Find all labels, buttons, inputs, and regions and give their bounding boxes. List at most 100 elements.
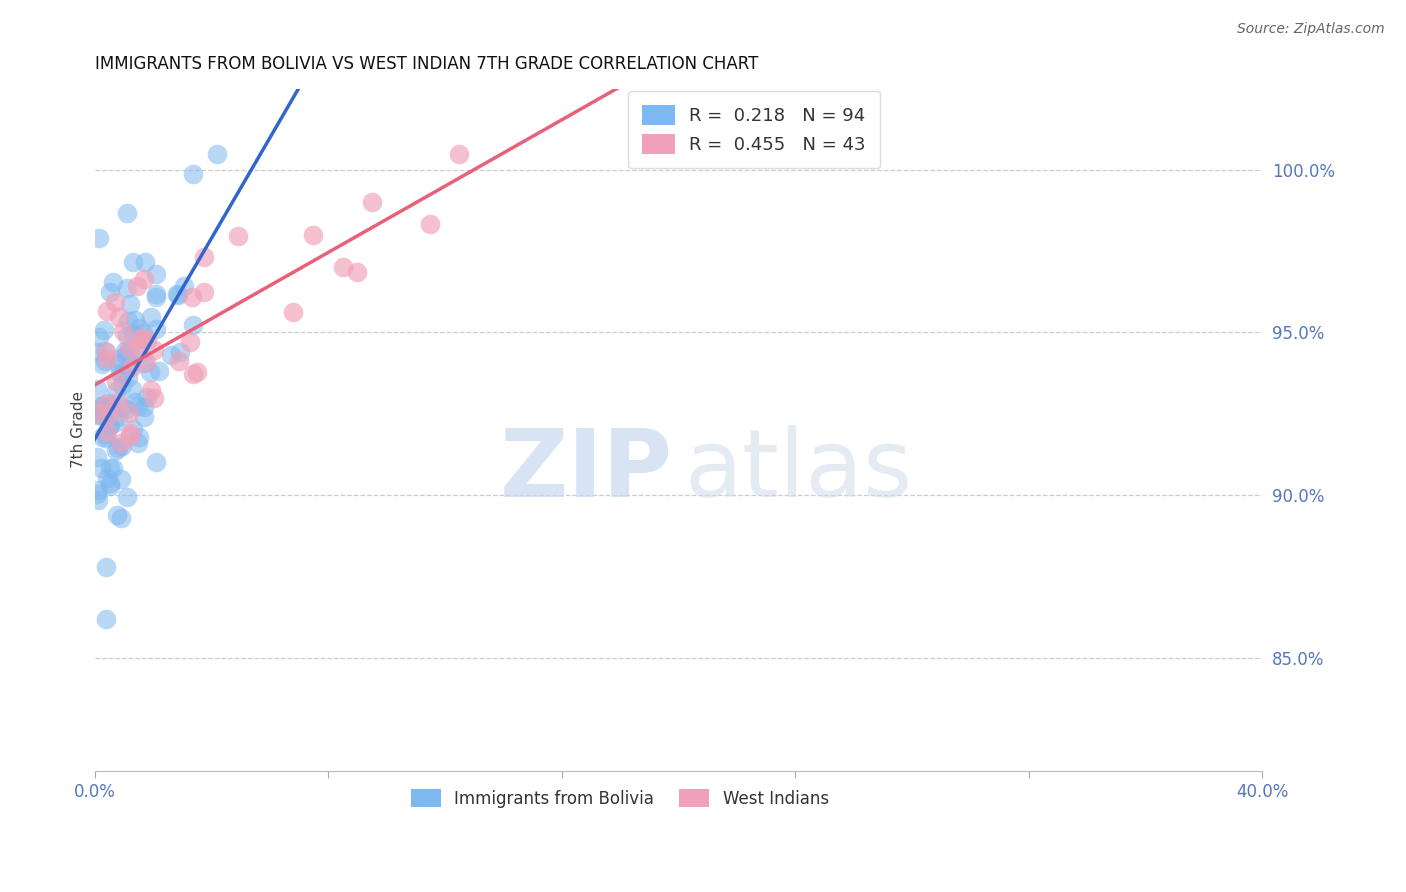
Point bbox=[115, 490, 138, 504]
Point bbox=[97, 418, 120, 433]
Point bbox=[107, 310, 129, 324]
Point bbox=[114, 349, 136, 363]
Point bbox=[179, 334, 201, 349]
Point bbox=[86, 345, 108, 359]
Point bbox=[115, 329, 138, 343]
Point bbox=[100, 461, 122, 475]
Point bbox=[166, 288, 188, 302]
Point bbox=[114, 402, 136, 417]
Point bbox=[131, 331, 153, 345]
Point bbox=[124, 394, 146, 409]
Point bbox=[97, 396, 120, 410]
Point bbox=[90, 399, 112, 413]
Point bbox=[98, 285, 121, 299]
Point bbox=[122, 326, 145, 341]
Point bbox=[96, 351, 118, 366]
Point bbox=[139, 383, 162, 397]
Point bbox=[101, 276, 124, 290]
Point bbox=[159, 348, 181, 362]
Point bbox=[135, 354, 157, 368]
Point bbox=[111, 440, 134, 454]
Point bbox=[117, 341, 139, 355]
Point bbox=[86, 487, 108, 501]
Point bbox=[169, 344, 191, 359]
Point bbox=[98, 476, 121, 491]
Point bbox=[127, 339, 149, 353]
Point bbox=[360, 195, 382, 210]
Point bbox=[96, 559, 118, 574]
Point bbox=[90, 357, 112, 371]
Point bbox=[332, 260, 354, 275]
Point bbox=[228, 229, 250, 244]
Point bbox=[132, 271, 155, 285]
Point bbox=[86, 382, 108, 396]
Point bbox=[87, 329, 110, 343]
Point bbox=[87, 406, 110, 420]
Point bbox=[128, 321, 150, 335]
Point bbox=[124, 312, 146, 326]
Point bbox=[128, 430, 150, 444]
Point bbox=[94, 354, 117, 368]
Point bbox=[142, 343, 165, 358]
Point bbox=[193, 250, 215, 264]
Point bbox=[167, 354, 190, 368]
Point bbox=[145, 322, 167, 336]
Point bbox=[186, 365, 208, 379]
Point bbox=[104, 384, 127, 398]
Point bbox=[419, 217, 441, 231]
Point bbox=[96, 397, 118, 411]
Point bbox=[104, 295, 127, 310]
Point bbox=[143, 391, 166, 405]
Point bbox=[207, 146, 229, 161]
Point bbox=[283, 305, 305, 319]
Point bbox=[449, 146, 471, 161]
Point bbox=[173, 279, 195, 293]
Point bbox=[132, 400, 155, 414]
Point bbox=[107, 352, 129, 367]
Point bbox=[120, 296, 142, 310]
Point bbox=[94, 427, 117, 442]
Point bbox=[121, 360, 143, 375]
Text: ZIP: ZIP bbox=[499, 425, 672, 517]
Point bbox=[128, 347, 150, 361]
Point bbox=[111, 378, 134, 392]
Point bbox=[136, 333, 159, 347]
Point bbox=[97, 399, 120, 413]
Point bbox=[122, 254, 145, 268]
Point bbox=[127, 278, 149, 293]
Point bbox=[96, 611, 118, 625]
Text: Source: ZipAtlas.com: Source: ZipAtlas.com bbox=[1237, 22, 1385, 37]
Point bbox=[148, 364, 170, 378]
Point bbox=[132, 332, 155, 346]
Point bbox=[98, 417, 121, 432]
Point bbox=[105, 508, 128, 522]
Point bbox=[115, 281, 138, 295]
Point bbox=[104, 443, 127, 458]
Y-axis label: 7th Grade: 7th Grade bbox=[72, 392, 86, 468]
Point bbox=[98, 407, 121, 421]
Point bbox=[101, 461, 124, 475]
Point bbox=[145, 287, 167, 301]
Point bbox=[136, 391, 159, 405]
Point bbox=[145, 290, 167, 304]
Point bbox=[94, 344, 117, 359]
Point bbox=[302, 227, 325, 242]
Point bbox=[127, 399, 149, 413]
Point bbox=[134, 409, 156, 424]
Point bbox=[118, 359, 141, 374]
Point bbox=[181, 367, 204, 381]
Point bbox=[110, 435, 132, 450]
Point bbox=[134, 255, 156, 269]
Point bbox=[96, 303, 118, 318]
Point bbox=[117, 345, 139, 359]
Point bbox=[108, 366, 131, 380]
Point bbox=[181, 291, 204, 305]
Point bbox=[141, 310, 163, 324]
Point bbox=[111, 368, 134, 382]
Legend: Immigrants from Bolivia, West Indians: Immigrants from Bolivia, West Indians bbox=[405, 782, 835, 814]
Text: atlas: atlas bbox=[685, 425, 912, 517]
Point bbox=[139, 365, 162, 379]
Point bbox=[90, 460, 112, 475]
Point bbox=[90, 430, 112, 444]
Point bbox=[107, 409, 129, 424]
